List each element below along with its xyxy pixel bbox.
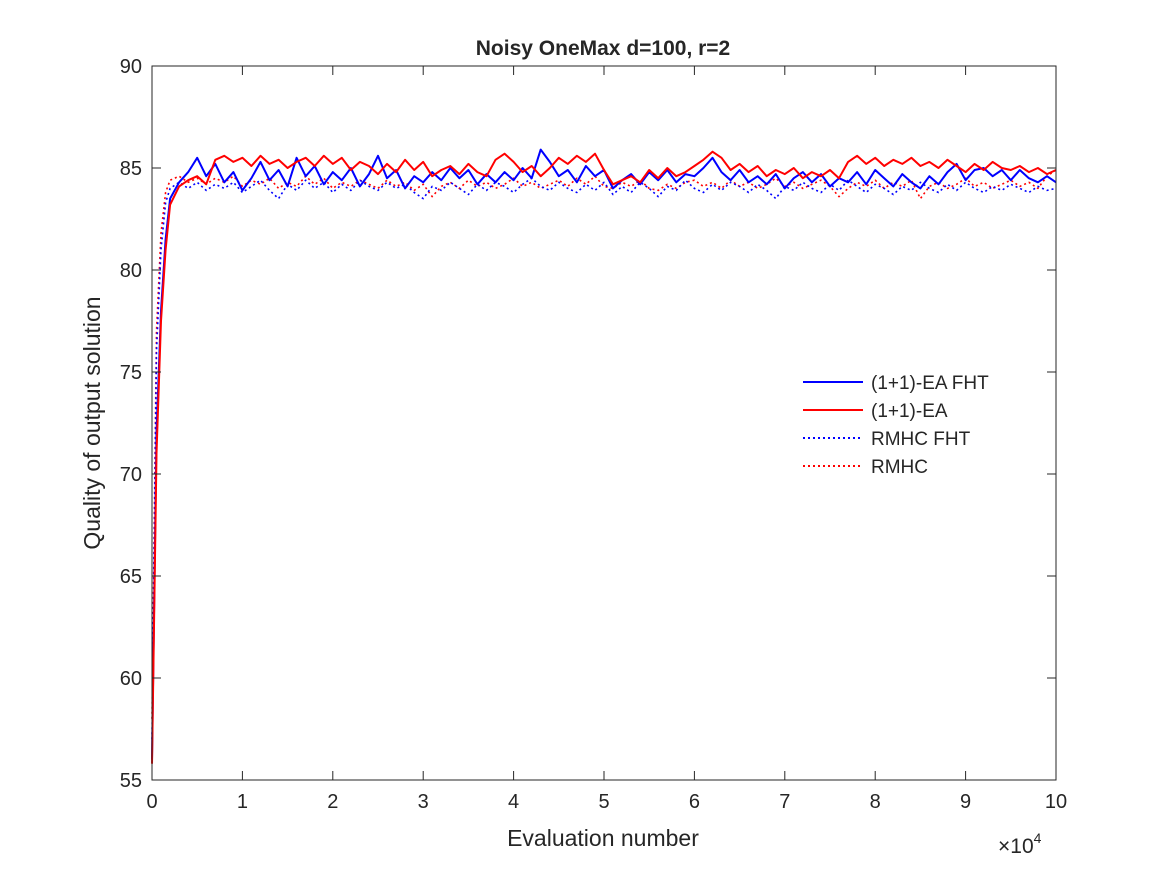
x-tick-label: 9 [960, 791, 971, 813]
legend-entry: (1+1)-EA FHT [871, 373, 989, 394]
y-tick-label: 65 [120, 566, 142, 588]
y-axis-label: Quality of output solution [79, 296, 105, 549]
x-tick-label: 0 [146, 791, 157, 813]
x-axis-exponent: ×104 [998, 830, 1042, 858]
chart-title: Noisy OneMax d=100, r=2 [476, 37, 730, 60]
x-tick-label: 5 [598, 791, 609, 813]
x-tick-label: 2 [327, 791, 338, 813]
x-tick-label: 7 [779, 791, 790, 813]
y-tick-label: 85 [120, 158, 142, 180]
x-tick-label: 10 [1045, 791, 1067, 813]
series-line-0 [151, 148, 1057, 760]
x-axis-label: Evaluation number [507, 825, 699, 851]
legend: (1+1)-EA FHT (1+1)-EA RMHC FHT RMHC [803, 373, 989, 478]
series-layer [151, 148, 1057, 764]
ticks-layer: 0 1 2 3 4 5 6 7 8 9 10 55 60 65 70 75 80 85 90 [120, 56, 1067, 813]
legend-entry: (1+1)-EA [871, 401, 948, 422]
x-exponent-base: ×10 [998, 835, 1034, 858]
x-tick-label: 3 [418, 791, 429, 813]
x-exponent-power: 4 [1034, 830, 1042, 846]
y-tick-label: 80 [120, 260, 142, 282]
y-tick-label: 75 [120, 362, 142, 384]
y-tick-label: 60 [120, 668, 142, 690]
series-line-1 [151, 150, 1057, 764]
x-tick-label: 8 [870, 791, 881, 813]
x-tick-label: 4 [508, 791, 519, 813]
y-tick-label: 90 [120, 56, 142, 78]
legend-entry: RMHC FHT [871, 429, 971, 450]
x-tick-label: 6 [689, 791, 700, 813]
y-tick-label: 70 [120, 464, 142, 486]
legend-entry: RMHC [871, 457, 928, 478]
x-tick-label: 1 [237, 791, 248, 813]
y-tick-label: 55 [120, 770, 142, 792]
